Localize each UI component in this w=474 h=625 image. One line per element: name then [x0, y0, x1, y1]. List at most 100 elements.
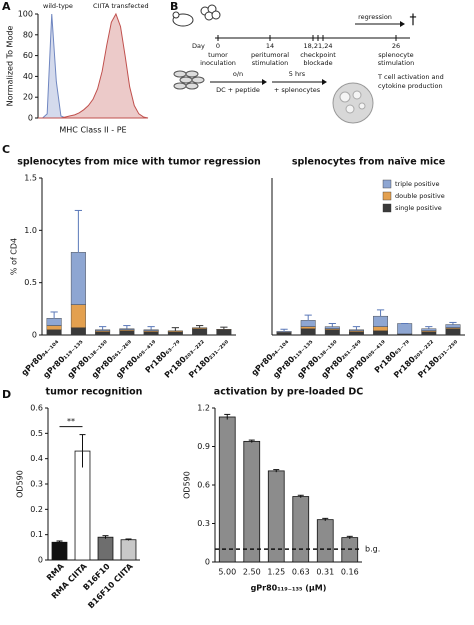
bar — [97, 536, 114, 561]
legend-label: double positive — [395, 192, 445, 200]
y-tick-label: 0.3 — [197, 519, 210, 528]
bar-segment — [95, 329, 111, 332]
cells — [339, 90, 366, 114]
error-bar — [328, 322, 336, 327]
y-tick-label: 1.2 — [197, 404, 210, 413]
y-tick-label: 0.2 — [30, 505, 43, 514]
bar-segment — [300, 326, 316, 329]
error-bar — [280, 328, 288, 332]
result-label: T cell activation and — [377, 73, 444, 81]
y-tick-label: 40 — [23, 72, 33, 81]
legend-swatch — [382, 179, 392, 189]
panel-label: C — [2, 143, 10, 156]
caption: splenocyte — [378, 51, 413, 59]
error-bar — [273, 469, 280, 473]
error-bar — [79, 434, 86, 468]
bar-segment — [70, 252, 86, 305]
bar-segment — [143, 331, 159, 336]
caption: checkpoint — [300, 51, 336, 59]
x-tick-label: 1.25 — [267, 568, 285, 577]
x-tick-label: 5.00 — [218, 568, 236, 577]
step-label: + splenocytes — [274, 86, 321, 94]
dc-cells — [173, 70, 205, 90]
bar-segment — [167, 331, 183, 336]
x-axis-label: gPr80₁₁₉₋₁₃₅ (µM) — [251, 584, 327, 593]
y-tick-label: 20 — [23, 93, 33, 102]
error-bar — [304, 314, 312, 321]
y-tick-label: 0.4 — [30, 454, 43, 463]
caption: peritumoral — [251, 51, 289, 59]
error-bar — [56, 540, 63, 544]
caption: blockade — [303, 59, 332, 67]
x-tick-label: 2.50 — [243, 568, 261, 577]
bar-segment — [373, 326, 389, 332]
y-axis-label: OD590 — [16, 470, 25, 498]
bar-segment — [46, 318, 62, 326]
x-tick-label: RMA — [45, 561, 66, 582]
bar-segment — [349, 329, 364, 332]
y-tick-label: 1.0 — [24, 226, 37, 235]
error-bar — [171, 327, 180, 331]
bar-segment — [119, 328, 135, 330]
bar-segment — [276, 331, 292, 333]
y-axis-label: Normalized To Mode — [6, 26, 15, 107]
chart-title: splenocytes from mice with tumor regress… — [17, 157, 261, 168]
baseline-label: b.g. — [365, 545, 380, 554]
error-bar — [74, 209, 83, 253]
bar-segment — [192, 328, 208, 336]
bar-segment — [445, 324, 461, 328]
x-axis-label: MHC Class II - PE — [59, 126, 126, 135]
bar — [218, 416, 236, 563]
step-label: 5 hrs — [289, 70, 306, 78]
panel-label: A — [2, 0, 11, 13]
bar-segment — [95, 331, 111, 336]
error-bar — [220, 326, 228, 330]
step-label: DC + peptide — [216, 86, 260, 94]
legend-swatch — [382, 191, 392, 201]
timeline-ticks — [217, 35, 397, 41]
bar-segment — [324, 326, 340, 329]
error-bar — [352, 326, 361, 330]
bar — [120, 539, 137, 561]
y-tick-label: 0.9 — [197, 442, 210, 451]
bar — [267, 470, 285, 563]
y-tick-label: 0 — [38, 556, 43, 565]
y-axis-label: OD590 — [183, 471, 192, 499]
arrow-head — [322, 79, 327, 85]
bar-segment — [397, 323, 413, 335]
day: 26 — [392, 42, 400, 50]
step-label: o/n — [233, 70, 243, 78]
chart-title: tumor recognition — [46, 387, 143, 398]
error-bar — [125, 538, 132, 541]
caption: stimulation — [378, 59, 414, 67]
y-tick-label: 100 — [18, 10, 33, 19]
error-bar — [322, 517, 329, 521]
bar-segment — [46, 325, 62, 330]
regression-label: regression — [358, 13, 392, 21]
caption: inoculation — [200, 59, 236, 67]
error-bar — [123, 325, 131, 329]
bar-segment — [216, 329, 232, 336]
y-tick-label: 0.6 — [197, 481, 210, 490]
error-bar — [248, 439, 255, 443]
y-tick-label: 0.6 — [30, 404, 43, 413]
legend-label: CIITA transfected — [93, 2, 149, 10]
tumor-cells — [200, 4, 221, 21]
bar-segment — [192, 327, 208, 329]
y-tick-label: 0.3 — [30, 480, 43, 489]
arrow-head — [262, 79, 267, 85]
bar-segment — [300, 320, 316, 327]
error-bar — [195, 325, 204, 328]
panel-label: D — [2, 388, 11, 401]
error-bar — [376, 309, 385, 317]
significance-label: ** — [67, 417, 75, 426]
bar-segment — [143, 329, 159, 332]
bar — [292, 496, 310, 563]
x-tick-label: 0.63 — [292, 568, 310, 577]
error-bar — [297, 494, 304, 498]
bar-segment — [324, 329, 340, 336]
x-tick-label: 0.16 — [341, 568, 359, 577]
bar-segment — [373, 315, 389, 327]
chart-title: splenocytes from naïve mice — [292, 157, 445, 168]
caption: stimulation — [252, 59, 288, 67]
